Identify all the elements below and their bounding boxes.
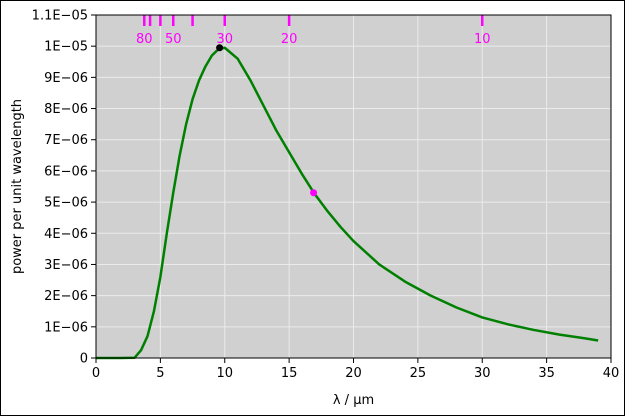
y-tick-label-11: 1.1E−05 [32,9,88,24]
x-tick-label-1: 5 [156,366,164,381]
y-tick-label-3: 3E−06 [44,258,88,273]
temperature-label-0: 80 [136,32,153,47]
temperature-label-4: 10 [474,32,491,47]
temperature-scale: 80 50 30 20 10 [136,15,491,47]
axes [91,14,612,363]
y-tick-label-1: 1E−06 [44,320,88,335]
x-tick-label-0: 0 [92,366,100,381]
x-tick-labels: 0 5 10 15 20 25 30 35 40 [92,366,619,381]
x-tick-label-4: 20 [345,366,362,381]
marker-point-1 [310,189,318,197]
x-axis-label: λ / µm [333,393,374,408]
x-tick-label-2: 10 [216,366,233,381]
y-tick-label-2: 2E−06 [44,289,88,304]
x-tick-label-8: 40 [603,366,620,381]
marker-layer [216,44,318,197]
x-tick-label-3: 15 [281,366,298,381]
y-tick-label-9: 9E−06 [44,71,88,86]
series-line-0 [96,46,599,360]
temperature-label-1: 50 [165,32,182,47]
y-tick-label-10: 1E−05 [44,40,88,55]
y-tick-label-7: 7E−06 [44,133,88,148]
y-tick-label-8: 8E−06 [44,102,88,117]
y-tick-label-6: 6E−06 [44,164,88,179]
y-axis-label: power per unit wavelength [10,99,25,274]
y-tick-labels: 0 1E−06 2E−06 3E−06 4E−06 5E−06 6E−06 7E−06 8E−0… [32,9,88,367]
series-layer [96,46,599,360]
temperature-label-2: 30 [216,32,233,47]
x-tick-label-5: 25 [410,366,427,381]
temperature-label-3: 20 [281,32,298,47]
y-tick-label-0: 0 [80,352,88,367]
y-tick-label-5: 5E−06 [44,196,88,211]
y-tick-label-4: 4E−06 [44,227,88,242]
x-tick-label-7: 35 [538,366,555,381]
marker-point-0 [216,44,224,52]
x-tick-label-6: 30 [474,366,491,381]
grid [96,15,611,358]
